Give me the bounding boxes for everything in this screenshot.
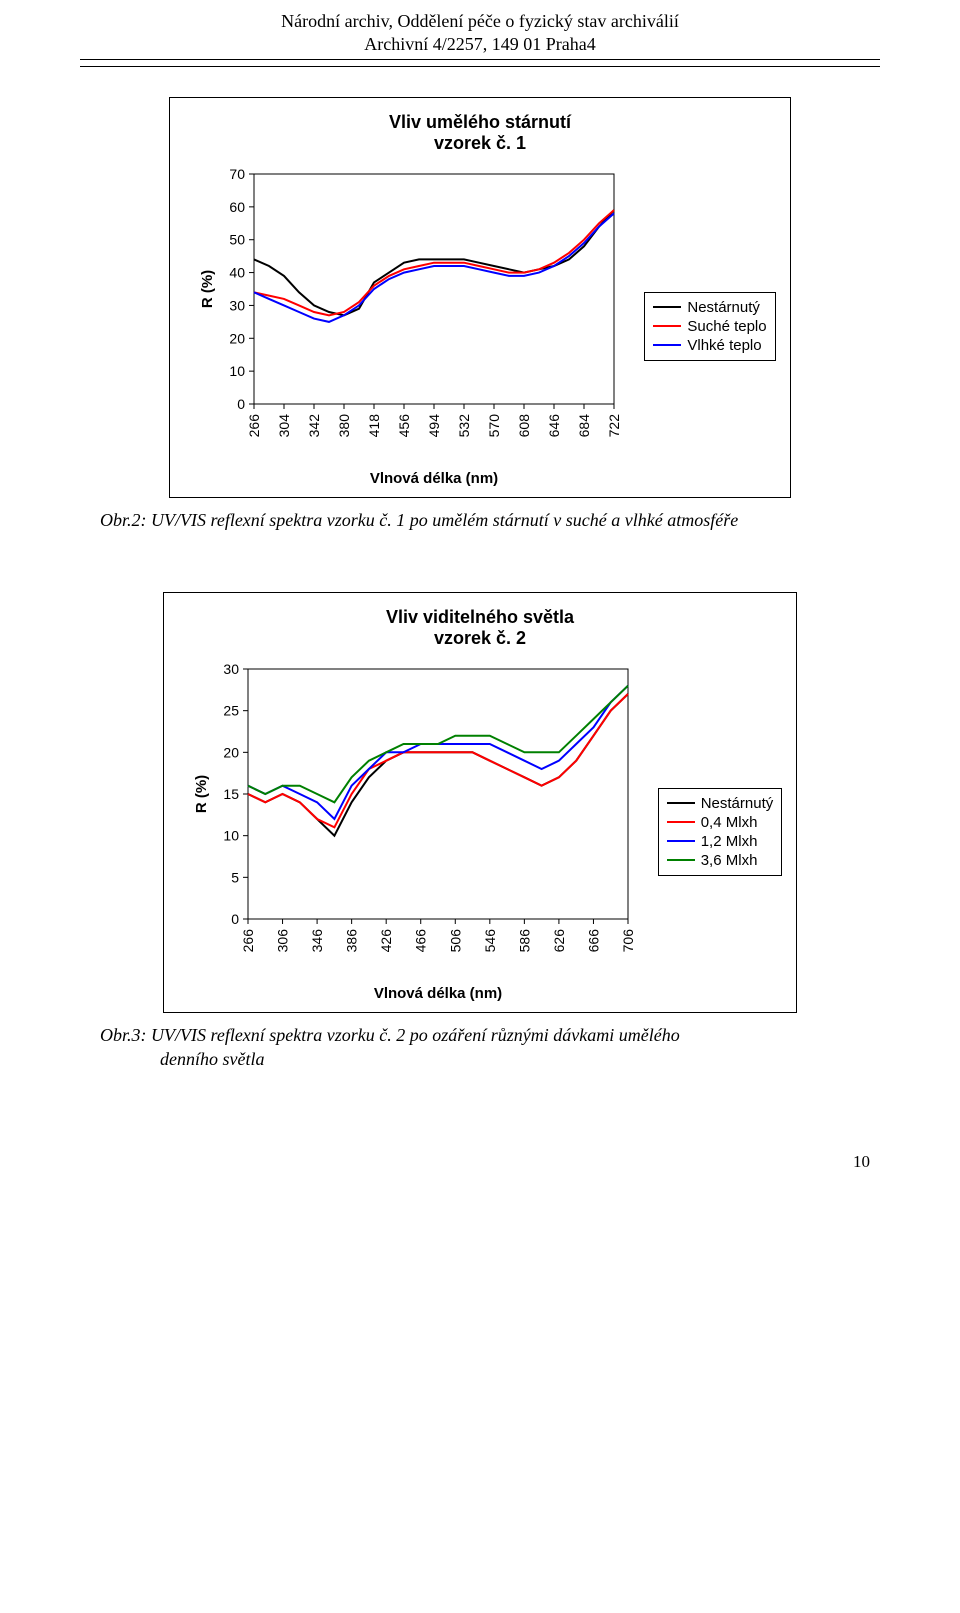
header-line2: Archivní 4/2257, 149 01 Praha4 (0, 33, 960, 56)
svg-text:546: 546 (482, 929, 498, 953)
svg-text:R (%): R (%) (199, 270, 216, 308)
chart2-title-line2: vzorek č. 2 (434, 628, 526, 648)
svg-text:30: 30 (223, 661, 239, 677)
svg-text:30: 30 (230, 297, 246, 313)
legend-swatch (667, 802, 695, 804)
legend-swatch (667, 821, 695, 823)
legend-item: Vlhké teplo (653, 337, 766, 354)
legend-item: Suché teplo (653, 318, 766, 335)
chart2-row: 0 5 10 15 20 25 30 266 306 346 386 426 466 506 546 586 6… (178, 659, 783, 1004)
svg-text:0: 0 (231, 911, 239, 927)
svg-text:722: 722 (606, 414, 622, 438)
svg-text:60: 60 (230, 199, 246, 215)
svg-text:0: 0 (238, 396, 246, 412)
legend-swatch (653, 325, 681, 327)
legend-item: Nestárnutý (653, 299, 766, 316)
svg-text:20: 20 (230, 330, 246, 346)
legend-item: Nestárnutý (667, 795, 774, 812)
svg-text:608: 608 (516, 414, 532, 438)
svg-text:494: 494 (426, 414, 442, 438)
chart1-svg: 0 10 20 30 40 50 60 70 266 304 342 380 418 456 494 532 5… (184, 164, 634, 489)
header-line1: Národní archiv, Oddělení péče o fyzický … (0, 10, 960, 33)
caption2-line1: Obr.3: UV/VIS reflexní spektra vzorku č.… (100, 1025, 680, 1045)
figure1-wrap: Vliv umělého stárnutí vzorek č. 1 0 10 20 3… (0, 97, 960, 498)
svg-text:40: 40 (230, 264, 246, 280)
legend-item: 0,4 Mlxh (667, 814, 774, 831)
legend-item: 1,2 Mlxh (667, 833, 774, 850)
legend-swatch (667, 859, 695, 861)
svg-text:R (%): R (%) (193, 775, 210, 813)
figure1-box: Vliv umělého stárnutí vzorek č. 1 0 10 20 3… (169, 97, 790, 498)
svg-text:304: 304 (276, 414, 292, 438)
svg-text:456: 456 (396, 414, 412, 438)
svg-text:266: 266 (240, 929, 256, 953)
chart1-legend: Nestárnutý Suché teplo Vlhké teplo (644, 292, 775, 361)
svg-text:50: 50 (230, 231, 246, 247)
legend-label: 3,6 Mlxh (701, 852, 758, 869)
legend-label: 1,2 Mlxh (701, 833, 758, 850)
chart1-title: Vliv umělého stárnutí vzorek č. 1 (184, 112, 775, 154)
svg-text:15: 15 (223, 786, 239, 802)
svg-text:506: 506 (447, 929, 463, 953)
svg-text:266: 266 (246, 414, 262, 438)
figure2-wrap: Vliv viditelného světla vzorek č. 2 0 5 10… (0, 592, 960, 1013)
legend-label: 0,4 Mlxh (701, 814, 758, 831)
caption1: Obr.2: UV/VIS reflexní spektra vzorku č.… (100, 508, 860, 532)
svg-text:646: 646 (546, 414, 562, 438)
svg-text:10: 10 (230, 363, 246, 379)
svg-text:342: 342 (306, 414, 322, 438)
svg-text:466: 466 (412, 929, 428, 953)
svg-text:10: 10 (223, 828, 239, 844)
chart2-title-line1: Vliv viditelného světla (386, 607, 574, 627)
legend-swatch (653, 344, 681, 346)
legend-label: Nestárnutý (701, 795, 774, 812)
svg-text:570: 570 (486, 414, 502, 438)
legend-label: Suché teplo (687, 318, 766, 335)
chart1-title-line1: Vliv umělého stárnutí (389, 112, 571, 132)
svg-text:532: 532 (456, 414, 472, 438)
svg-text:380: 380 (336, 414, 352, 438)
svg-text:626: 626 (551, 929, 567, 953)
svg-text:418: 418 (366, 414, 382, 438)
svg-text:Vlnová délka (nm): Vlnová délka (nm) (374, 985, 502, 1002)
header-rule-top (80, 59, 880, 60)
legend-item: 3,6 Mlxh (667, 852, 774, 869)
header-rule-bottom (80, 66, 880, 67)
svg-text:25: 25 (223, 703, 239, 719)
chart1-row: 0 10 20 30 40 50 60 70 266 304 342 380 418 456 494 532 5… (184, 164, 775, 489)
legend-swatch (667, 840, 695, 842)
svg-text:386: 386 (343, 929, 359, 953)
svg-text:586: 586 (516, 929, 532, 953)
svg-text:684: 684 (576, 414, 592, 438)
chart2-title: Vliv viditelného světla vzorek č. 2 (178, 607, 783, 649)
svg-text:426: 426 (378, 929, 394, 953)
legend-label: Vlhké teplo (687, 337, 761, 354)
svg-text:Vlnová délka (nm): Vlnová délka (nm) (370, 470, 498, 487)
svg-text:70: 70 (230, 166, 246, 182)
svg-text:5: 5 (231, 869, 239, 885)
page-number: 10 (0, 1152, 870, 1172)
page-header: Národní archiv, Oddělení péče o fyzický … (0, 10, 960, 57)
svg-text:666: 666 (585, 929, 601, 953)
caption2: Obr.3: UV/VIS reflexní spektra vzorku č.… (100, 1023, 860, 1072)
chart1-title-line2: vzorek č. 1 (434, 133, 526, 153)
chart2-svg: 0 5 10 15 20 25 30 266 306 346 386 426 466 506 546 586 6… (178, 659, 648, 1004)
svg-text:306: 306 (274, 929, 290, 953)
svg-text:346: 346 (309, 929, 325, 953)
chart2-legend: Nestárnutý 0,4 Mlxh 1,2 Mlxh 3,6 Mlxh (658, 788, 783, 876)
figure2-box: Vliv viditelného světla vzorek č. 2 0 5 10… (163, 592, 798, 1013)
svg-text:706: 706 (620, 929, 636, 953)
svg-text:20: 20 (223, 744, 239, 760)
legend-label: Nestárnutý (687, 299, 760, 316)
caption2-line2: denního světla (100, 1049, 264, 1069)
legend-swatch (653, 306, 681, 308)
